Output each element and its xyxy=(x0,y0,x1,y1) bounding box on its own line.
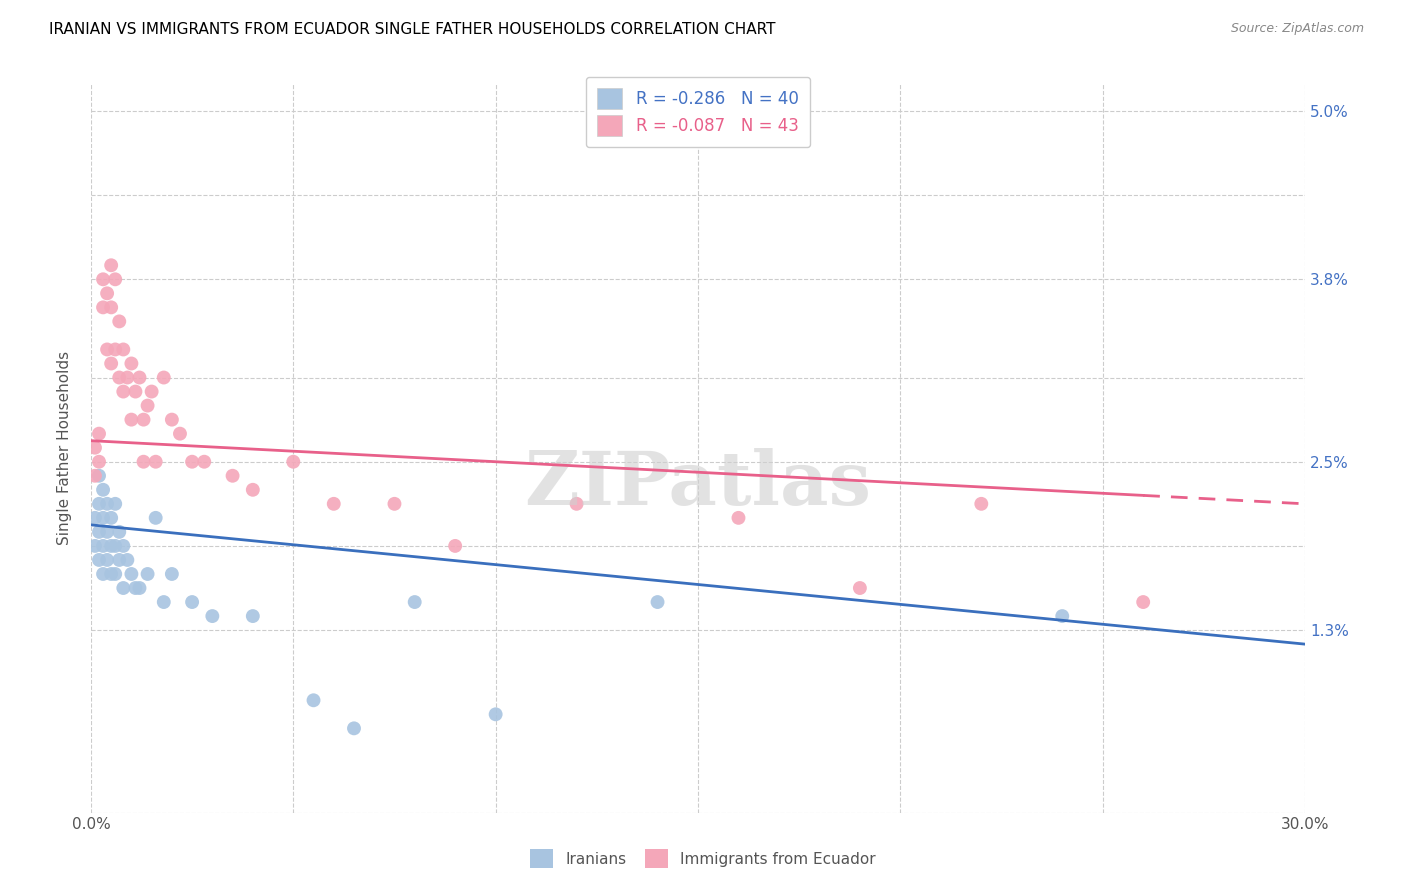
Point xyxy=(84,468,107,483)
Point xyxy=(117,553,139,567)
Text: Source: ZipAtlas.com: Source: ZipAtlas.com xyxy=(1230,22,1364,36)
Point xyxy=(104,343,127,357)
Point xyxy=(104,497,127,511)
Point xyxy=(87,455,110,469)
Point xyxy=(160,566,183,581)
Point xyxy=(970,497,993,511)
Point xyxy=(145,511,167,525)
Point xyxy=(108,524,131,539)
Point xyxy=(112,581,135,595)
Point xyxy=(727,511,749,525)
Point xyxy=(145,455,167,469)
Point xyxy=(565,497,588,511)
Point xyxy=(444,539,467,553)
Text: IRANIAN VS IMMIGRANTS FROM ECUADOR SINGLE FATHER HOUSEHOLDS CORRELATION CHART: IRANIAN VS IMMIGRANTS FROM ECUADOR SINGL… xyxy=(49,22,776,37)
Point xyxy=(343,722,366,736)
Point xyxy=(181,455,204,469)
Point xyxy=(120,357,142,371)
Point xyxy=(242,483,264,497)
Point xyxy=(96,343,118,357)
Point xyxy=(100,301,122,315)
Point xyxy=(849,581,872,595)
Point xyxy=(100,566,122,581)
Point xyxy=(322,497,344,511)
Point xyxy=(96,553,118,567)
Point xyxy=(104,272,127,286)
Point xyxy=(112,343,135,357)
Point xyxy=(160,412,183,426)
Point xyxy=(87,497,110,511)
Point xyxy=(108,553,131,567)
Point xyxy=(87,468,110,483)
Point xyxy=(91,539,114,553)
Point xyxy=(96,497,118,511)
Point xyxy=(91,566,114,581)
Point xyxy=(1132,595,1154,609)
Point xyxy=(87,426,110,441)
Point xyxy=(84,441,107,455)
Point xyxy=(120,566,142,581)
Y-axis label: Single Father Households: Single Father Households xyxy=(58,351,72,545)
Point xyxy=(104,566,127,581)
Point xyxy=(96,524,118,539)
Point xyxy=(136,566,159,581)
Point xyxy=(124,384,146,399)
Point xyxy=(1052,609,1074,624)
Point xyxy=(283,455,305,469)
Point xyxy=(100,539,122,553)
Point xyxy=(117,370,139,384)
Point xyxy=(169,426,191,441)
Point xyxy=(108,370,131,384)
Point xyxy=(87,524,110,539)
Point xyxy=(96,286,118,301)
Point xyxy=(87,553,110,567)
Point xyxy=(201,609,224,624)
Point xyxy=(242,609,264,624)
Point xyxy=(104,539,127,553)
Point xyxy=(112,539,135,553)
Point xyxy=(128,370,150,384)
Point xyxy=(132,412,155,426)
Point xyxy=(120,412,142,426)
Point xyxy=(136,399,159,413)
Point xyxy=(84,511,107,525)
Point xyxy=(302,693,325,707)
Text: ZIPatlas: ZIPatlas xyxy=(524,448,872,521)
Legend: R = -0.286   N = 40, R = -0.087   N = 43: R = -0.286 N = 40, R = -0.087 N = 43 xyxy=(586,77,810,147)
Legend: Iranians, Immigrants from Ecuador: Iranians, Immigrants from Ecuador xyxy=(522,840,884,877)
Point xyxy=(404,595,426,609)
Point xyxy=(112,384,135,399)
Point xyxy=(221,468,243,483)
Point xyxy=(84,539,107,553)
Point xyxy=(108,314,131,328)
Point xyxy=(91,272,114,286)
Point xyxy=(91,483,114,497)
Point xyxy=(91,511,114,525)
Point xyxy=(181,595,204,609)
Point xyxy=(132,455,155,469)
Point xyxy=(152,595,174,609)
Point xyxy=(193,455,215,469)
Point xyxy=(152,370,174,384)
Point xyxy=(100,357,122,371)
Point xyxy=(141,384,163,399)
Point xyxy=(128,581,150,595)
Point xyxy=(91,301,114,315)
Point xyxy=(124,581,146,595)
Point xyxy=(100,511,122,525)
Point xyxy=(100,258,122,272)
Point xyxy=(485,707,508,722)
Point xyxy=(384,497,406,511)
Point xyxy=(647,595,669,609)
